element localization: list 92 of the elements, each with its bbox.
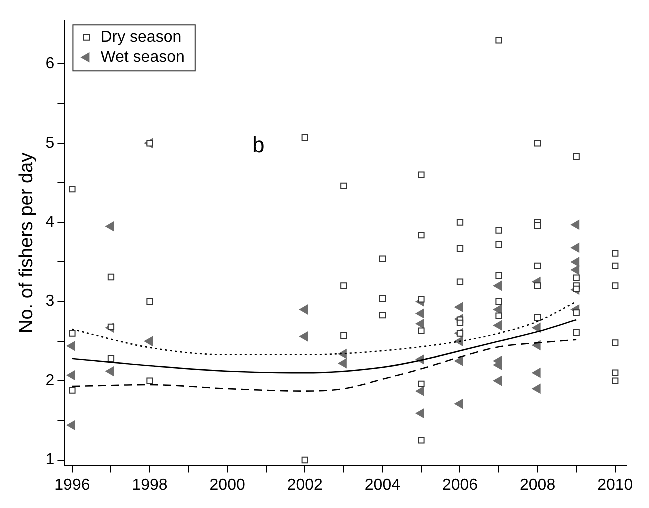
y-axis-title: No. of fishers per day <box>16 152 38 334</box>
y-tick-label: 4 <box>46 214 55 232</box>
point <box>534 140 542 147</box>
point <box>415 408 424 419</box>
point <box>415 386 424 397</box>
point <box>302 456 308 464</box>
point <box>493 280 502 292</box>
point <box>612 262 619 270</box>
point <box>69 186 76 193</box>
x-tick-label: 2006 <box>442 476 478 494</box>
point <box>415 308 424 319</box>
x-tick-label: 1996 <box>54 476 90 494</box>
point <box>570 257 580 268</box>
point <box>418 437 425 444</box>
point <box>570 220 580 230</box>
point <box>418 380 425 388</box>
point <box>573 274 580 282</box>
point <box>454 356 464 366</box>
annotation: b <box>252 132 265 158</box>
point <box>418 328 425 334</box>
y-tick-label: 2 <box>46 372 55 390</box>
x-tick-label: 1998 <box>132 476 168 494</box>
point <box>418 296 425 303</box>
point <box>105 366 114 377</box>
y-tick-label: 6 <box>46 56 55 73</box>
point <box>66 370 76 381</box>
point <box>146 378 154 384</box>
x-tick-label: 2000 <box>210 476 246 494</box>
point <box>69 387 76 394</box>
x-tick-label: 2010 <box>598 476 634 494</box>
point <box>418 232 425 239</box>
legend-label: Dry season <box>100 29 182 46</box>
point <box>302 134 308 142</box>
point <box>496 227 502 234</box>
point <box>493 376 502 386</box>
y-tick-label: 5 <box>46 134 55 152</box>
point <box>69 330 76 337</box>
point <box>379 256 386 262</box>
point <box>532 368 541 378</box>
point <box>454 398 464 410</box>
point <box>338 358 347 369</box>
point <box>573 286 580 292</box>
point <box>496 312 502 320</box>
x-tick-label: 2002 <box>287 476 324 494</box>
point <box>340 182 348 190</box>
point <box>66 340 76 352</box>
point <box>534 222 542 230</box>
point <box>612 370 619 376</box>
point <box>456 320 464 327</box>
point <box>456 245 464 252</box>
x-tick-label: 2004 <box>364 476 401 494</box>
point <box>532 384 541 394</box>
point <box>299 304 308 315</box>
point <box>573 329 580 336</box>
point <box>299 331 308 342</box>
point <box>496 298 502 306</box>
point <box>612 378 619 384</box>
point <box>105 221 114 232</box>
point <box>146 298 154 306</box>
point <box>496 272 502 280</box>
point <box>493 320 502 331</box>
point <box>573 154 580 160</box>
y-tick-label: 1 <box>46 452 55 469</box>
legend-label: Wet season <box>100 49 185 66</box>
point <box>454 302 464 313</box>
point <box>496 241 502 248</box>
point <box>532 322 541 334</box>
point <box>573 310 580 316</box>
point <box>496 37 502 44</box>
point <box>456 278 464 286</box>
point <box>612 340 619 346</box>
point <box>534 282 542 290</box>
x-tick-label: 2008 <box>520 476 556 494</box>
point <box>340 332 348 340</box>
point <box>534 262 542 270</box>
point <box>612 250 619 257</box>
point <box>66 420 76 431</box>
point <box>418 172 425 178</box>
point <box>144 336 154 347</box>
point <box>570 242 580 254</box>
point <box>612 282 619 290</box>
point <box>379 312 386 319</box>
y-tick-label: 3 <box>46 293 55 310</box>
point <box>108 274 115 281</box>
point <box>534 314 542 321</box>
point <box>379 295 386 302</box>
point <box>456 219 464 226</box>
point <box>493 360 502 370</box>
point <box>340 282 348 290</box>
point <box>570 264 580 276</box>
line-series <box>72 319 578 374</box>
point <box>415 318 424 330</box>
